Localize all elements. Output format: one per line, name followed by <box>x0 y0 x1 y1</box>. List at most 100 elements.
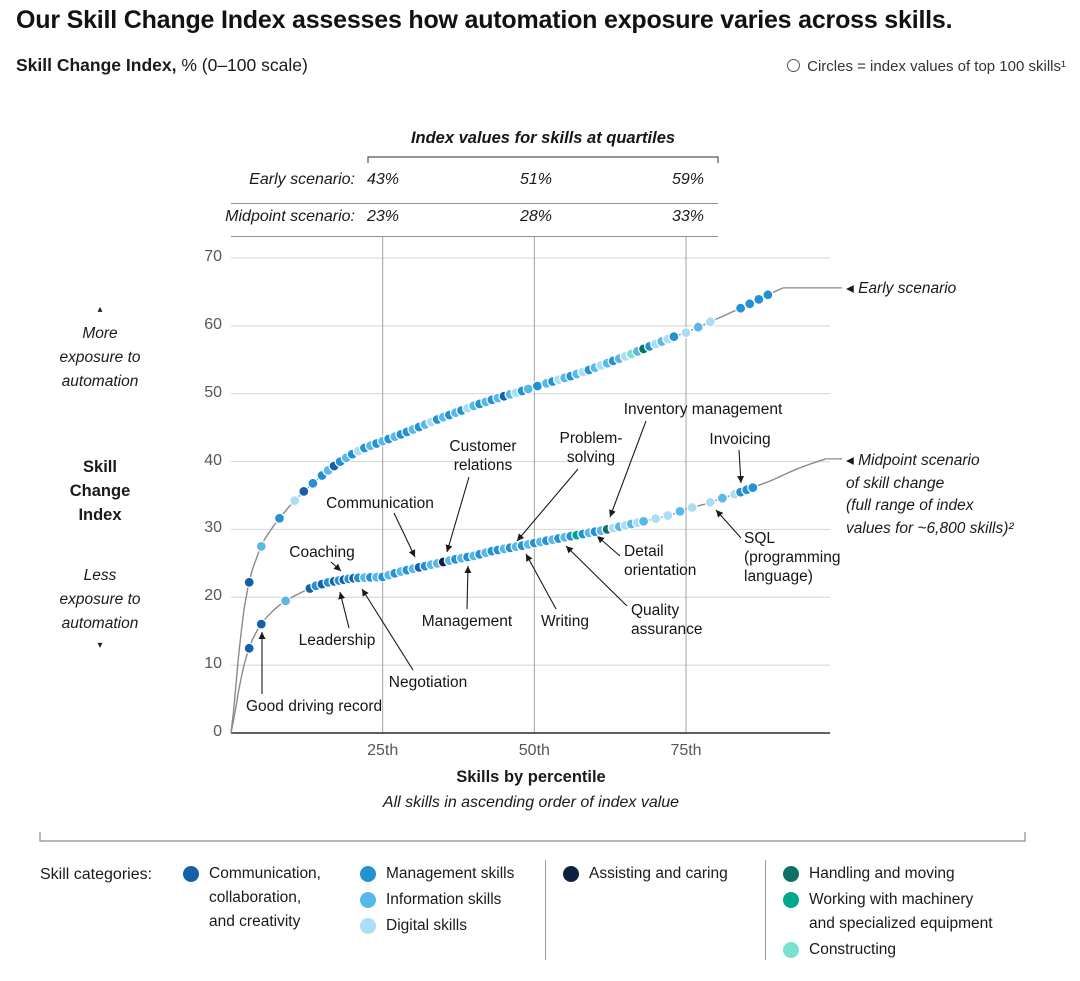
legend-item-label: Digital skills <box>386 917 467 934</box>
legend-dot-icon <box>783 866 799 882</box>
quartile-early-q3: 59% <box>671 171 705 188</box>
legend-item: Assisting and caring <box>563 862 728 886</box>
legend-divider-1 <box>545 860 546 960</box>
annotation-detail-orientation: Detail orientation <box>624 543 697 579</box>
scenario-curve <box>230 287 784 734</box>
arrow-up-icon: ▴ <box>97 304 103 315</box>
y-axis-tick-40: 40 <box>204 451 222 469</box>
arrow-down-icon: ▾ <box>97 640 103 651</box>
legend-column-3: Assisting and caring <box>563 862 728 888</box>
annotation-customer-relations: Customer relations <box>449 438 517 474</box>
skill-circle <box>662 509 674 522</box>
legend-item-label: Information skills <box>386 891 502 908</box>
skill-circle <box>637 515 650 527</box>
annotation-writing: Writing <box>541 613 589 630</box>
skill-circle <box>674 505 686 517</box>
annotation-problem-solving: Problem- solving <box>559 430 623 466</box>
circles-note-text: Circles = index values of top 100 skills… <box>807 58 1066 75</box>
quartile-midpoint-q3: 33% <box>671 208 705 225</box>
skill-circle <box>243 642 255 654</box>
annotation-negotiation: Negotiation <box>388 674 468 691</box>
annotation-arrow-management <box>464 565 472 610</box>
more-exposure-label: More exposure to automation <box>59 325 141 390</box>
legend-item: Constructing <box>783 938 993 962</box>
y-axis-title: Skill Change Index <box>69 458 131 524</box>
skill-circle <box>692 321 704 333</box>
legend-dot-icon <box>183 866 199 882</box>
legend-bracket <box>39 832 1026 842</box>
quartile-row-early-label: Early scenario: <box>249 171 355 188</box>
legend-item: Handling and moving <box>783 862 993 886</box>
legend-item-label: Working with machinery and specialized e… <box>809 891 993 932</box>
early-scenario-label: ◂ Early scenario <box>846 280 957 297</box>
legend-item-label: Assisting and caring <box>589 865 728 882</box>
legend-dot-icon <box>563 866 579 882</box>
legend-item-label: Management skills <box>386 865 515 882</box>
annotation-arrow-detail-orientation <box>596 535 621 557</box>
quartile-midpoint-q2: 28% <box>519 208 553 225</box>
legend-item-label: Constructing <box>809 941 897 958</box>
annotation-sql: SQL (programming language) <box>744 530 841 585</box>
skill-circle <box>686 501 698 514</box>
skill-circle <box>531 380 544 392</box>
y-axis-tick-0: 0 <box>213 723 222 740</box>
table-bracket <box>367 156 719 163</box>
annotation-coaching: Coaching <box>289 544 355 561</box>
skill-circle <box>298 485 310 497</box>
legend-item: Communication, collaboration, and creati… <box>183 862 321 934</box>
legend-dot-icon <box>783 942 799 958</box>
skill-circle <box>680 327 692 339</box>
legend-column-4: Handling and moving Working with machiner… <box>783 862 993 964</box>
legend-item: Management skills <box>360 862 514 886</box>
legend-title: Skill categories: <box>40 866 153 883</box>
skill-circle <box>762 289 774 301</box>
legend-column-1: Communication, collaboration, and creati… <box>183 862 321 936</box>
chart-subtitle: Skill Change Index, % (0–100 scale) <box>16 55 308 76</box>
skill-circle <box>716 492 729 504</box>
quartile-early-q2: 51% <box>519 171 553 188</box>
annotation-arrow-invoicing <box>737 449 745 484</box>
skill-circle <box>243 576 255 588</box>
skill-circle <box>280 595 292 607</box>
annotation-good-driving-record: Good driving record <box>246 698 383 715</box>
annotation-arrow-leadership <box>338 591 350 629</box>
annotation-arrow-problem-solving <box>516 468 579 542</box>
skill-circle <box>753 293 765 305</box>
circles-legend-note: Circles = index values of top 100 skills… <box>787 58 1066 75</box>
skill-circle <box>650 512 662 525</box>
x-axis-tick-50: 50th <box>518 742 550 759</box>
y-axis-tick-10: 10 <box>204 655 222 673</box>
legend-item-label: Communication, collaboration, and creati… <box>209 865 321 930</box>
annotation-inventory-management: Inventory management <box>623 401 783 418</box>
quartile-table-title: Index values for skills at quartiles <box>410 129 676 147</box>
x-axis-tick-75: 75th <box>670 742 702 759</box>
annotation-arrow-customer-relations <box>445 476 470 553</box>
annotation-quality-assurance: Quality assurance <box>631 602 703 638</box>
y-axis-tick-50: 50 <box>204 383 222 401</box>
legend-item: Information skills <box>360 888 514 912</box>
y-axis-tick-30: 30 <box>204 519 222 537</box>
scenario-curve <box>230 458 826 734</box>
annotation-arrow-communication <box>393 512 416 558</box>
skill-circle <box>273 512 286 524</box>
y-axis-tick-60: 60 <box>204 315 222 333</box>
skill-circle <box>307 477 319 489</box>
circle-outline-icon <box>787 59 801 72</box>
legend-divider-2 <box>765 860 766 960</box>
quartile-early-q1: 43% <box>366 171 400 188</box>
legend-dot-icon <box>783 892 799 908</box>
y-axis-tick-20: 20 <box>204 587 222 605</box>
skill-circle <box>704 496 716 508</box>
legend-dot-icon <box>360 866 376 882</box>
chart-subtitle-scale: % (0–100 scale) <box>176 55 308 75</box>
annotation-arrow-negotiation <box>361 588 414 671</box>
skill-circle <box>668 331 680 343</box>
skill-circle <box>734 302 747 314</box>
quartile-row-midpoint-label: Midpoint scenario: <box>225 208 355 225</box>
skill-circle <box>255 540 267 553</box>
annotation-management: Management <box>421 613 513 630</box>
chart-subtitle-bold: Skill Change Index, <box>16 55 177 75</box>
legend-column-2: Management skills Information skills Digit… <box>360 862 514 940</box>
